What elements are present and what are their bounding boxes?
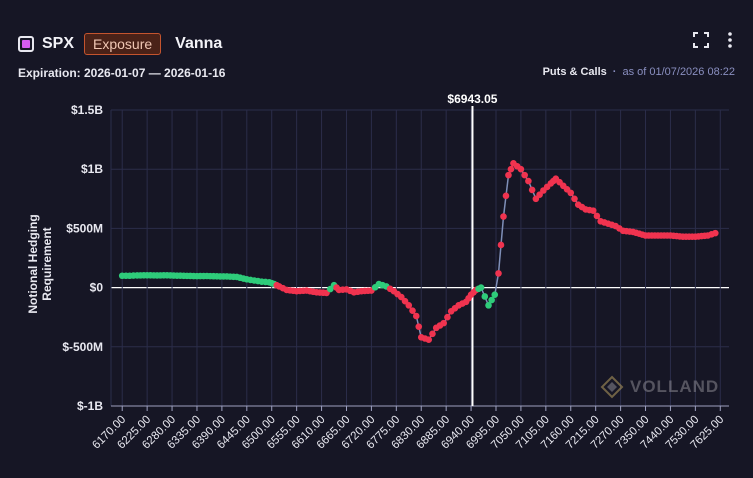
expiration-range: Expiration: 2026-01-07 — 2026-01-16 — [18, 66, 226, 80]
exposure-badge[interactable]: Exposure — [84, 33, 162, 55]
data-point — [567, 189, 575, 197]
ticker-swatch-fill — [22, 40, 30, 48]
data-point — [502, 192, 510, 200]
data-point — [505, 171, 512, 179]
y-axis-title: Notional Hedging Requirement — [26, 214, 54, 314]
y-tick-label: $-1B — [77, 399, 103, 413]
data-point — [495, 270, 502, 277]
data-point — [409, 307, 416, 314]
separator-dot: · — [612, 66, 617, 78]
data-point — [571, 195, 578, 203]
data-point — [507, 165, 515, 173]
data-point — [521, 171, 528, 179]
y-tick-label: $0 — [90, 281, 104, 295]
data-point — [491, 291, 499, 299]
header-actions — [693, 32, 733, 53]
data-point — [440, 319, 447, 327]
data-point — [405, 302, 413, 309]
watermark-text: VOLLAND — [630, 377, 720, 396]
ticker-symbol: SPX — [42, 35, 75, 52]
ticker-swatch — [18, 36, 34, 52]
data-point — [425, 336, 433, 343]
y-tick-label: $500M — [66, 221, 103, 235]
as-of-timestamp: as of 01/07/2026 08:22 — [622, 66, 735, 78]
data-point — [481, 293, 489, 300]
greek-mode: Vanna — [175, 35, 223, 52]
data-point — [593, 212, 601, 220]
data-point — [500, 213, 507, 220]
scope-label: Puts & Calls — [542, 66, 607, 78]
data-point — [525, 177, 532, 185]
spot-price-label: $6943.05 — [447, 92, 497, 106]
data-point — [528, 186, 536, 194]
data-point — [517, 165, 525, 173]
data-point — [412, 312, 420, 320]
plot-area — [111, 110, 729, 406]
data-point — [485, 302, 492, 309]
data-point — [429, 330, 436, 338]
data-point — [415, 323, 423, 330]
y-tick-label: $-500M — [62, 340, 103, 354]
y-tick-label: $1.5B — [71, 103, 103, 117]
volland-logo-icon — [600, 375, 624, 399]
y-tick-label: $1B — [81, 162, 103, 176]
data-point — [488, 296, 495, 304]
data-point — [589, 207, 597, 214]
chart-header: SPX Exposure Vanna — [18, 30, 222, 58]
data-point — [497, 241, 505, 249]
data-point — [444, 313, 451, 321]
data-scope-info: Puts & Calls · as of 01/07/2026 08:22 — [543, 66, 735, 78]
data-point — [711, 229, 719, 237]
fullscreen-icon[interactable] — [693, 32, 709, 53]
kebab-menu-icon[interactable] — [727, 32, 733, 53]
volland-watermark: VOLLAND — [600, 375, 719, 399]
data-point — [477, 284, 485, 291]
